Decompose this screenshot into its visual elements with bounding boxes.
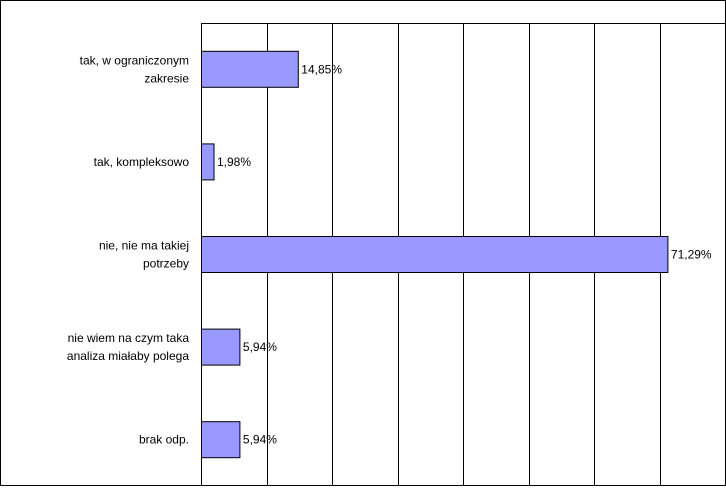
category-label-line: nie, nie ma takiej — [99, 239, 189, 253]
category-label-line: zakresie — [144, 71, 189, 85]
category-label: brak odp. — [139, 433, 189, 447]
bar — [201, 328, 241, 366]
value-label: 1,98% — [217, 155, 251, 169]
value-label: 5,94% — [243, 340, 277, 354]
category-label: nie wiem na czym taka analiza miałaby pol… — [67, 331, 189, 363]
category-label-line: nie wiem na czym taka — [68, 331, 190, 345]
category-label: tak, w ograniczonym zakresie — [80, 53, 190, 85]
category-label-line: potrzeby — [143, 257, 189, 271]
bars — [201, 50, 669, 459]
bar — [201, 236, 669, 273]
category-label-line: tak, w ograniczonym — [80, 53, 189, 67]
bar — [201, 143, 215, 181]
category-label-line: brak odp. — [139, 433, 189, 447]
bar — [201, 421, 241, 459]
category-label: nie, nie ma takiej potrzeby — [99, 239, 189, 271]
category-label: tak, kompleksowo — [94, 155, 190, 169]
value-label: 14,85% — [301, 62, 342, 76]
bar — [201, 50, 299, 88]
value-label: 5,94% — [243, 433, 277, 447]
value-labels: 14,85% 1,98% 71,29% 5,94% 5,94% — [217, 62, 712, 446]
category-labels: tak, w ograniczonym zakresie tak, kompleks… — [67, 53, 189, 446]
value-label: 71,29% — [671, 248, 712, 262]
category-label-line: tak, kompleksowo — [94, 155, 190, 169]
category-label-line: analiza miałaby polega — [67, 349, 189, 363]
